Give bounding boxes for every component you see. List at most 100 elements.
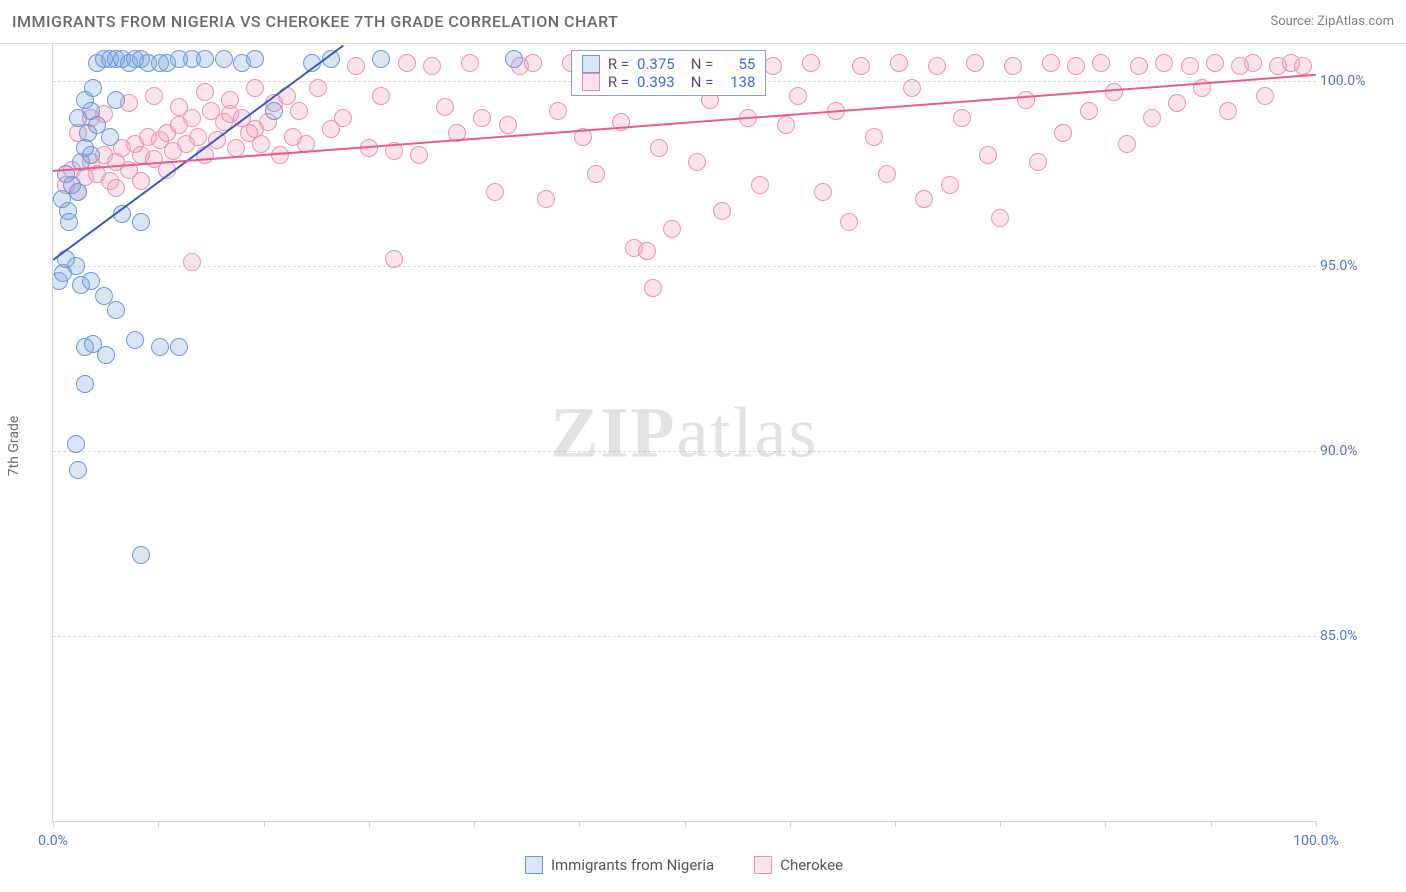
- legend-label-cherokee: Cherokee: [780, 856, 843, 874]
- x-tick: [474, 821, 475, 827]
- r-value: 0.393: [637, 73, 675, 91]
- data-point-cherokee: [227, 139, 245, 157]
- data-point-cherokee: [941, 176, 959, 194]
- data-point-nigeria: [126, 331, 144, 349]
- data-point-cherokee: [385, 250, 403, 268]
- y-tick-label: 95.0%: [1320, 258, 1400, 274]
- data-point-cherokee: [1130, 57, 1148, 75]
- data-point-cherokee: [1168, 94, 1186, 112]
- data-point-cherokee: [1042, 54, 1060, 72]
- n-label: N =: [691, 73, 714, 91]
- data-point-cherokee: [644, 279, 662, 297]
- x-tick: [1105, 821, 1106, 827]
- data-point-nigeria: [372, 50, 390, 68]
- data-point-cherokee: [246, 120, 264, 138]
- correlation-legend: R =0.375N =55R =0.393N =138: [571, 50, 767, 96]
- plot-area: R =0.375N =55R =0.393N =138 ZIPatlas 85.…: [52, 44, 1316, 822]
- data-point-cherokee: [953, 109, 971, 127]
- data-point-cherokee: [410, 146, 428, 164]
- data-point-cherokee: [638, 242, 656, 260]
- data-point-cherokee: [309, 79, 327, 97]
- n-label: N =: [691, 55, 714, 73]
- data-point-cherokee: [650, 139, 668, 157]
- y-axis-label: 7th Grade: [6, 416, 22, 477]
- correlation-row-cherokee: R =0.393N =138: [582, 73, 756, 91]
- data-point-cherokee: [852, 57, 870, 75]
- data-point-nigeria: [69, 461, 87, 479]
- data-point-cherokee: [549, 102, 567, 120]
- data-point-cherokee: [372, 87, 390, 105]
- y-tick-label: 100.0%: [1320, 73, 1400, 89]
- bottom-legend: Immigrants from Nigeria Cherokee: [52, 856, 1316, 874]
- data-point-nigeria: [95, 287, 113, 305]
- data-point-cherokee: [145, 87, 163, 105]
- data-point-cherokee: [966, 54, 984, 72]
- r-value: 0.375: [637, 55, 675, 73]
- data-point-cherokee: [334, 109, 352, 127]
- legend-swatch-nigeria-box: [582, 55, 600, 73]
- data-point-nigeria: [76, 91, 94, 109]
- data-point-cherokee: [290, 102, 308, 120]
- data-point-nigeria: [132, 546, 150, 564]
- legend-swatch-nigeria: [525, 856, 543, 874]
- data-point-cherokee: [1067, 57, 1085, 75]
- correlation-row-nigeria: R = 0.375 N = 55: [582, 55, 756, 73]
- data-point-cherokee: [1155, 54, 1173, 72]
- data-point-nigeria: [107, 91, 125, 109]
- data-point-cherokee: [524, 54, 542, 72]
- data-point-cherokee: [1080, 102, 1098, 120]
- data-point-cherokee: [347, 57, 365, 75]
- x-tick: [790, 821, 791, 827]
- data-point-cherokee: [979, 146, 997, 164]
- data-point-cherokee: [473, 109, 491, 127]
- x-tick: [895, 821, 896, 827]
- data-point-cherokee: [246, 79, 264, 97]
- n-value: 55: [721, 55, 755, 73]
- x-tick: [158, 821, 159, 827]
- data-point-cherokee: [991, 209, 1009, 227]
- legend-label-nigeria: Immigrants from Nigeria: [551, 856, 714, 874]
- data-point-cherokee: [777, 116, 795, 134]
- data-point-cherokee: [398, 54, 416, 72]
- data-point-cherokee: [764, 57, 782, 75]
- data-point-nigeria: [53, 190, 71, 208]
- data-point-nigeria: [151, 338, 169, 356]
- data-point-nigeria: [196, 50, 214, 68]
- legend-item-nigeria: Immigrants from Nigeria: [525, 856, 714, 874]
- data-point-cherokee: [1092, 54, 1110, 72]
- data-point-cherokee: [688, 153, 706, 171]
- data-point-cherokee: [903, 79, 921, 97]
- data-point-cherokee: [890, 54, 908, 72]
- data-point-cherokee: [928, 57, 946, 75]
- data-point-cherokee: [840, 213, 858, 231]
- data-point-nigeria: [76, 375, 94, 393]
- data-point-nigeria: [67, 257, 85, 275]
- data-point-cherokee: [189, 128, 207, 146]
- data-point-nigeria: [57, 165, 75, 183]
- data-point-nigeria: [69, 109, 87, 127]
- data-point-nigeria: [505, 50, 523, 68]
- x-tick: [264, 821, 265, 827]
- gridline: [53, 451, 1316, 452]
- data-point-cherokee: [814, 183, 832, 201]
- data-point-cherokee: [461, 54, 479, 72]
- data-point-cherokee: [423, 57, 441, 75]
- gridline: [53, 636, 1316, 637]
- chart-header: IMMIGRANTS FROM NIGERIA VS CHEROKEE 7TH …: [0, 0, 1406, 44]
- data-point-cherokee: [878, 165, 896, 183]
- data-point-cherokee: [713, 202, 731, 220]
- x-tick: [1211, 821, 1212, 827]
- data-point-nigeria: [107, 301, 125, 319]
- data-point-cherokee: [170, 98, 188, 116]
- legend-item-cherokee: Cherokee: [754, 856, 843, 874]
- data-point-cherokee: [107, 179, 125, 197]
- gridline: [53, 266, 1316, 267]
- data-point-nigeria: [69, 183, 87, 201]
- source-link[interactable]: ZipAtlas.com: [1317, 14, 1394, 29]
- data-point-nigeria: [67, 435, 85, 453]
- data-point-nigeria: [246, 50, 264, 68]
- data-point-nigeria: [101, 128, 119, 146]
- r-label: R =: [608, 55, 629, 73]
- data-point-cherokee: [1294, 57, 1312, 75]
- data-point-cherokee: [183, 253, 201, 271]
